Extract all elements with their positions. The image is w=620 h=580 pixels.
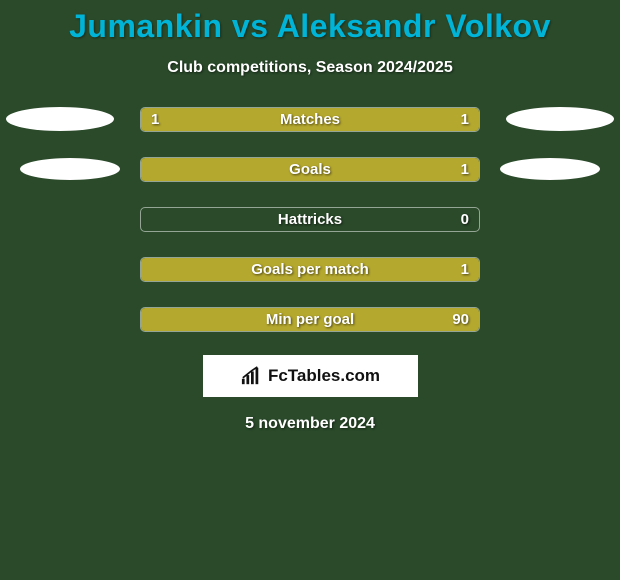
date-label: 5 november 2024 <box>0 415 620 433</box>
subtitle: Club competitions, Season 2024/2025 <box>0 59 620 77</box>
stat-row: 1 Goals <box>0 155 620 183</box>
stat-label: Goals per match <box>251 261 369 278</box>
stat-left-value: 1 <box>151 111 159 128</box>
stat-right-value: 1 <box>461 161 469 178</box>
stat-row: 0 Hattricks <box>0 205 620 233</box>
stat-label: Hattricks <box>278 211 342 228</box>
page-title: Jumankin vs Aleksandr Volkov <box>0 8 620 45</box>
stat-bar: 1 1 Matches <box>140 107 480 132</box>
player-right-ellipse <box>506 107 614 131</box>
player-right-ellipse <box>500 158 600 180</box>
chart-icon <box>240 366 262 386</box>
logo-text: FcTables.com <box>268 366 380 386</box>
comparison-card: Jumankin vs Aleksandr Volkov Club compet… <box>0 0 620 433</box>
stat-right-value: 90 <box>452 311 469 328</box>
stat-right-value: 1 <box>461 261 469 278</box>
stat-label: Min per goal <box>266 311 354 328</box>
stat-bar: 0 Hattricks <box>140 207 480 232</box>
stat-right-value: 0 <box>461 211 469 228</box>
stat-bar: 1 Goals <box>140 157 480 182</box>
stat-label: Matches <box>280 111 340 128</box>
player-left-ellipse <box>20 158 120 180</box>
stat-row: 1 Goals per match <box>0 255 620 283</box>
logo-box[interactable]: FcTables.com <box>203 355 418 397</box>
player-left-ellipse <box>6 107 114 131</box>
stat-row: 90 Min per goal <box>0 305 620 333</box>
stat-bar: 1 Goals per match <box>140 257 480 282</box>
stat-row: 1 1 Matches <box>0 105 620 133</box>
stat-right-value: 1 <box>461 111 469 128</box>
stat-bar: 90 Min per goal <box>140 307 480 332</box>
stat-label: Goals <box>289 161 331 178</box>
stats-area: 1 1 Matches 1 Goals 0 Hattricks 1 Goals per matc… <box>0 105 620 333</box>
